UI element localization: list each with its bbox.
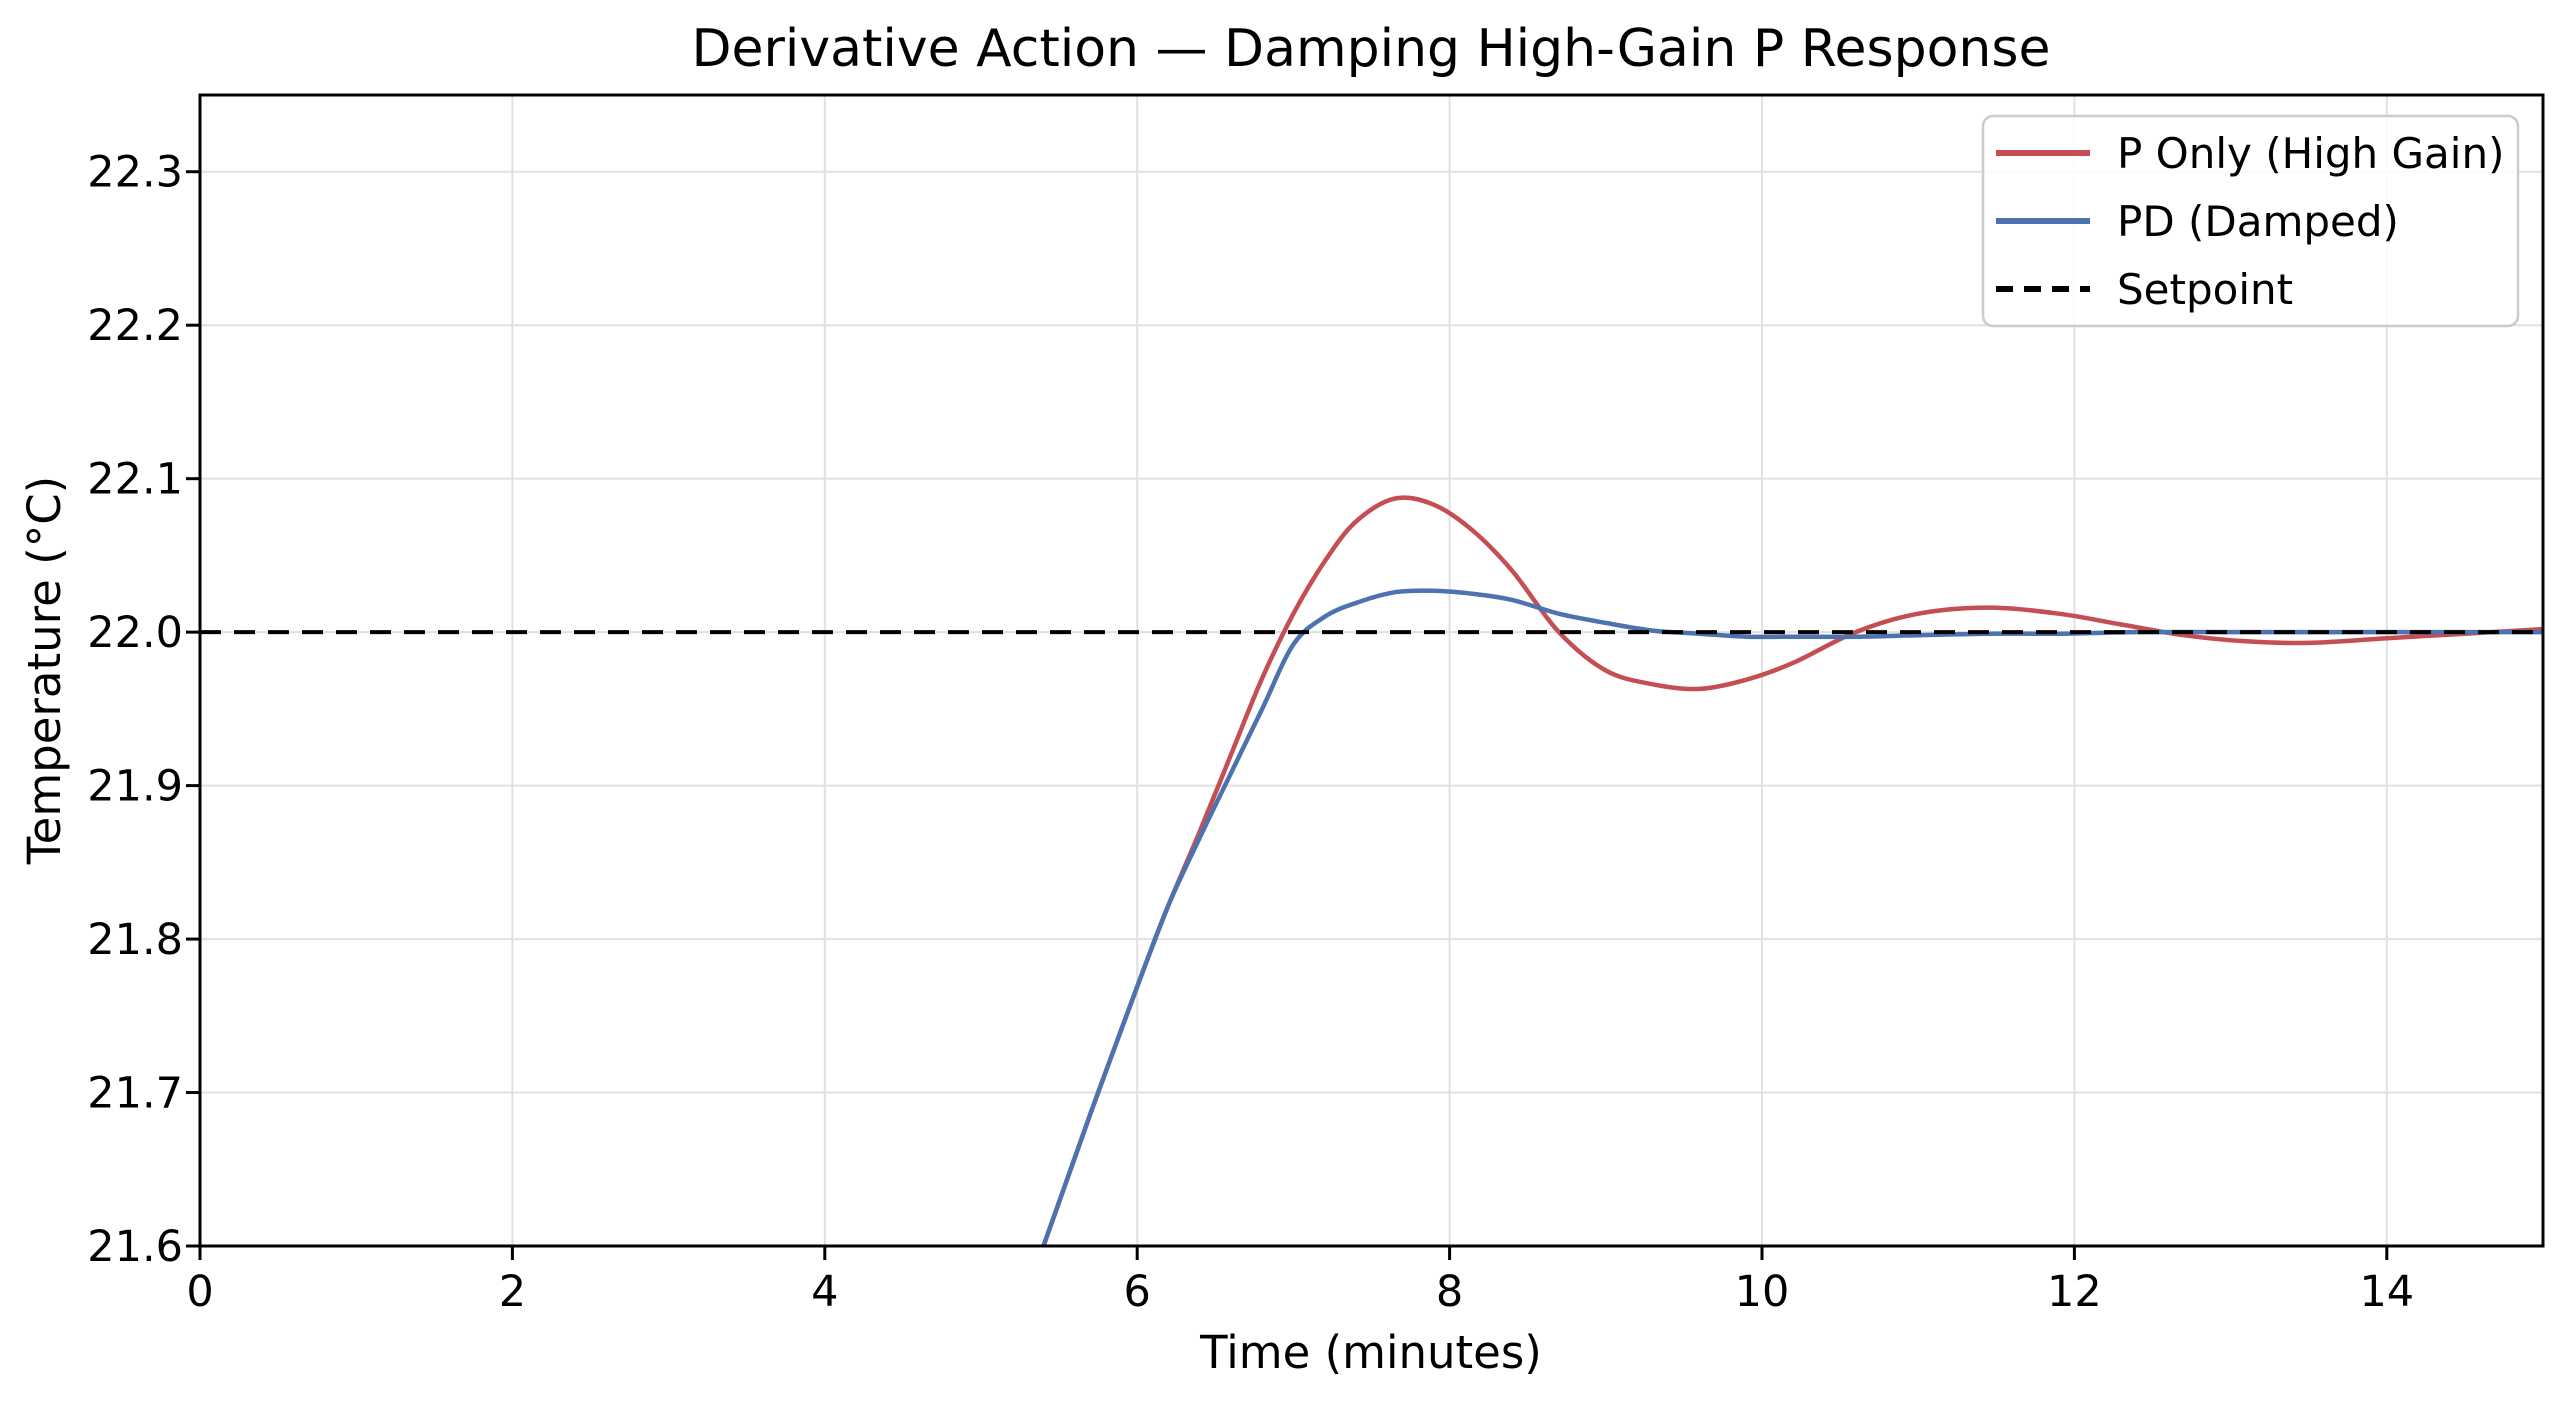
- legend-item-pd-damped: PD (Damped): [1996, 197, 2399, 246]
- legend-label-setpoint: Setpoint: [2117, 265, 2293, 314]
- y-tick-label-22.1: 22.1: [87, 455, 183, 505]
- y-tick-label-21.8: 21.8: [87, 915, 183, 965]
- x-tick-label-12: 12: [2047, 1267, 2102, 1317]
- series-layer: [200, 495, 2543, 1246]
- x-axis-label: Time (minutes): [1199, 1326, 1542, 1379]
- y-tick-label-22.2: 22.2: [87, 301, 183, 351]
- legend-label-p-only-high-gain: P Only (High Gain): [2117, 129, 2504, 178]
- legend-frame: [1981, 114, 2520, 328]
- legend: P Only (High Gain) PD (Damped) Setpoint: [1981, 114, 2520, 328]
- y-tick-label-22.0: 22.0: [87, 608, 183, 658]
- chart-title: Derivative Action — Damping High-Gain P …: [692, 19, 2051, 79]
- x-tick-label-8: 8: [1436, 1267, 1463, 1317]
- x-tick-label-0: 0: [186, 1267, 213, 1317]
- y-tick-label-22.3: 22.3: [87, 148, 183, 198]
- tick-layer: 0 2 4 6 8 10 12 14 21.6 21.7 21.8 21.9 22.0 22.1 22.2 2…: [87, 148, 2414, 1317]
- y-tick-label-21.9: 21.9: [87, 762, 183, 812]
- x-tick-label-14: 14: [2359, 1267, 2414, 1317]
- legend-item-p-only-high-gain: P Only (High Gain): [1996, 129, 2504, 178]
- y-tick-label-21.6: 21.6: [87, 1222, 183, 1272]
- x-tick-label-10: 10: [1735, 1267, 1790, 1317]
- y-axis-label: Temperature (°C): [18, 476, 71, 865]
- axes-spines: [198, 93, 2545, 1248]
- legend-items: P Only (High Gain) PD (Damped) Setpoint: [1996, 129, 2504, 314]
- legend-item-setpoint: Setpoint: [1996, 265, 2293, 314]
- x-tick-label-4: 4: [811, 1267, 838, 1317]
- x-tick-label-2: 2: [499, 1267, 526, 1317]
- x-tick-label-6: 6: [1124, 1267, 1151, 1317]
- legend-label-pd-damped: PD (Damped): [2117, 197, 2399, 246]
- y-tick-label-21.7: 21.7: [87, 1069, 183, 1119]
